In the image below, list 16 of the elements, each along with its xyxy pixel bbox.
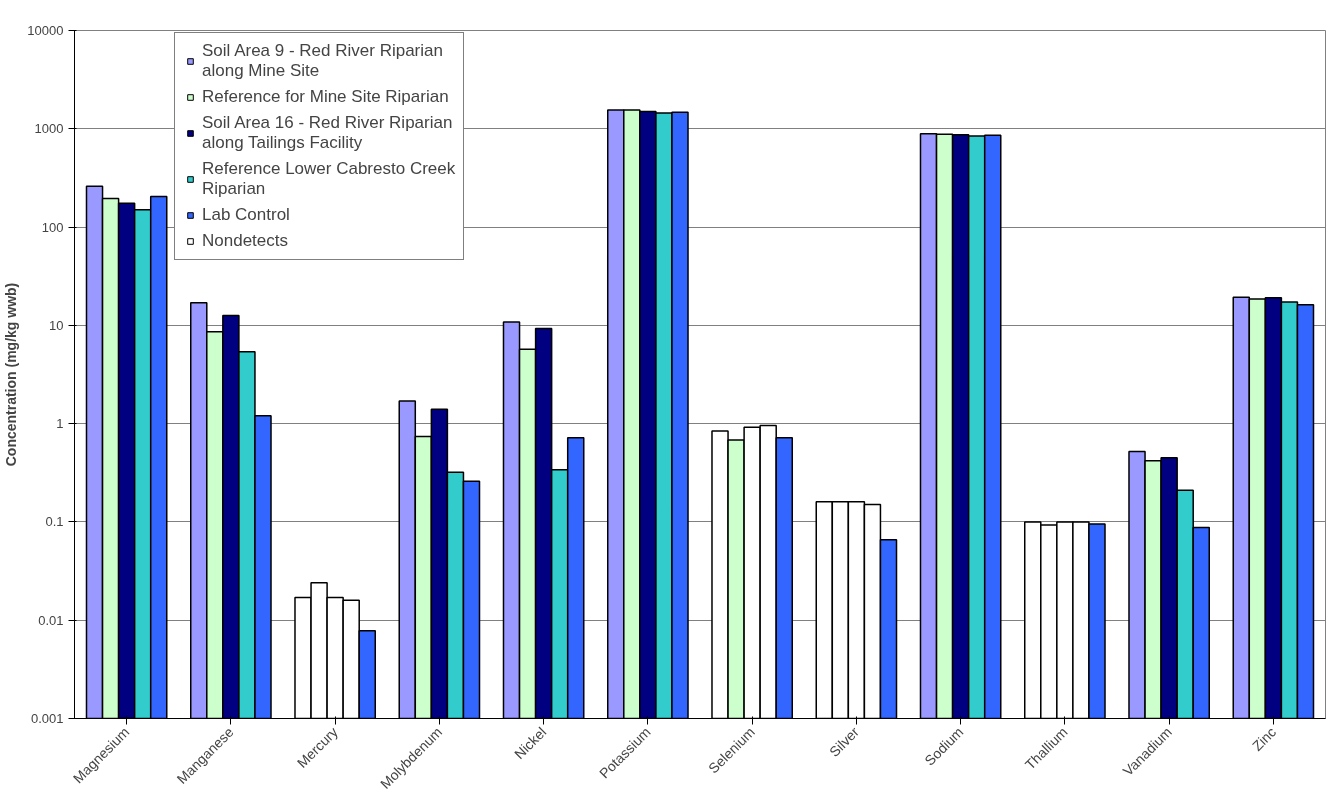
legend-label: Lab Control <box>202 205 290 225</box>
legend-label: Soil Area 16 - Red River Riparian along Tailings Facility <box>202 113 453 153</box>
legend-label: Nondetects <box>202 231 288 251</box>
legend-label: Soil Area 9 - Red River Riparian along Mine Site <box>202 41 443 81</box>
y-tick-label: 100 <box>41 219 64 235</box>
legend-label: Reference Lower Cabresto Creek Riparian <box>202 159 456 199</box>
y-tick-label: 0.01 <box>38 612 64 628</box>
y-tick-label: 1 <box>56 416 64 432</box>
y-tick-label: 10 <box>49 317 64 333</box>
y-tick-label: 10000 <box>27 23 64 38</box>
x-tick-label: Zinc <box>1249 723 1280 754</box>
y-tick-label: 0.001 <box>30 711 64 726</box>
y-axis-title: Concentration (mg/kg wwb) <box>3 282 20 467</box>
y-tick-label: 1000 <box>34 121 64 137</box>
y-tick-label: 0.1 <box>45 514 64 530</box>
legend-label: Reference for Mine Site Riparian <box>202 87 449 107</box>
